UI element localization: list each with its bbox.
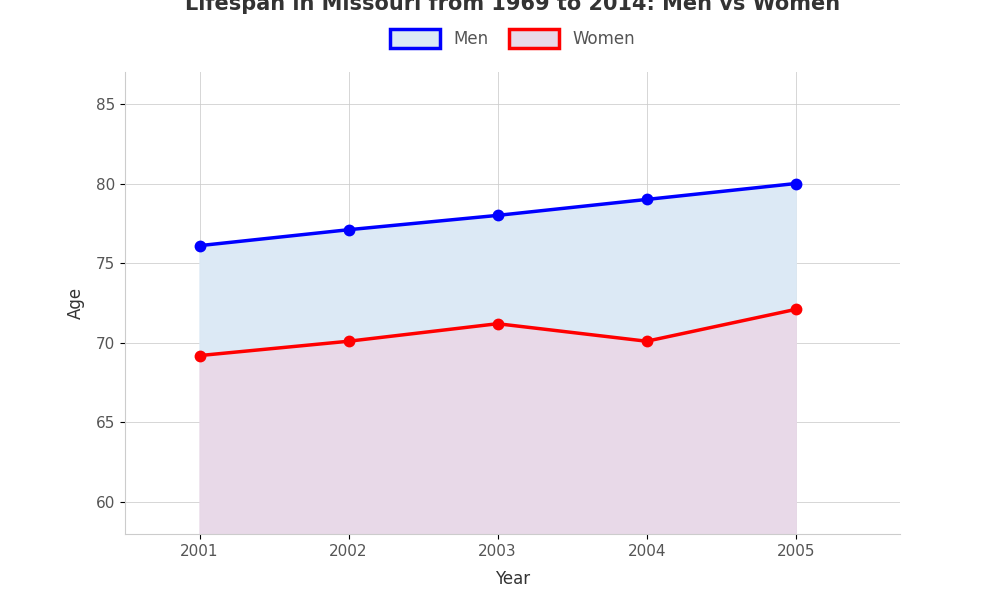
Women	[790, 306, 802, 313]
Legend: Men, Women: Men, Women	[382, 20, 643, 56]
Men	[194, 242, 206, 249]
Men	[790, 180, 802, 187]
X-axis label: Year: Year	[495, 570, 530, 588]
Women	[492, 320, 504, 328]
Women	[641, 338, 653, 345]
Title: Lifespan in Missouri from 1969 to 2014: Men vs Women: Lifespan in Missouri from 1969 to 2014: …	[185, 0, 840, 13]
Men	[343, 226, 355, 233]
Women	[343, 338, 355, 345]
Y-axis label: Age: Age	[67, 287, 85, 319]
Men	[641, 196, 653, 203]
Line: Men: Men	[195, 179, 801, 251]
Men	[492, 212, 504, 219]
Line: Women: Women	[195, 305, 801, 361]
Women	[194, 352, 206, 359]
